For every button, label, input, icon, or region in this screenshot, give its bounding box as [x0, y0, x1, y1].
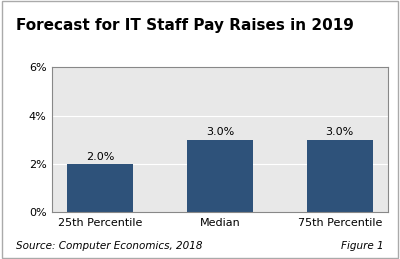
Bar [67, 164, 133, 212]
Text: 3.0%: 3.0% [326, 127, 354, 138]
Text: 2.0%: 2.0% [86, 152, 114, 162]
Text: Figure 1: Figure 1 [341, 241, 384, 251]
Text: Forecast for IT Staff Pay Raises in 2019: Forecast for IT Staff Pay Raises in 2019 [16, 18, 354, 33]
Text: Source: Computer Economics, 2018: Source: Computer Economics, 2018 [16, 241, 202, 251]
Bar [187, 140, 253, 212]
Text: 3.0%: 3.0% [206, 127, 234, 138]
Bar [307, 140, 373, 212]
